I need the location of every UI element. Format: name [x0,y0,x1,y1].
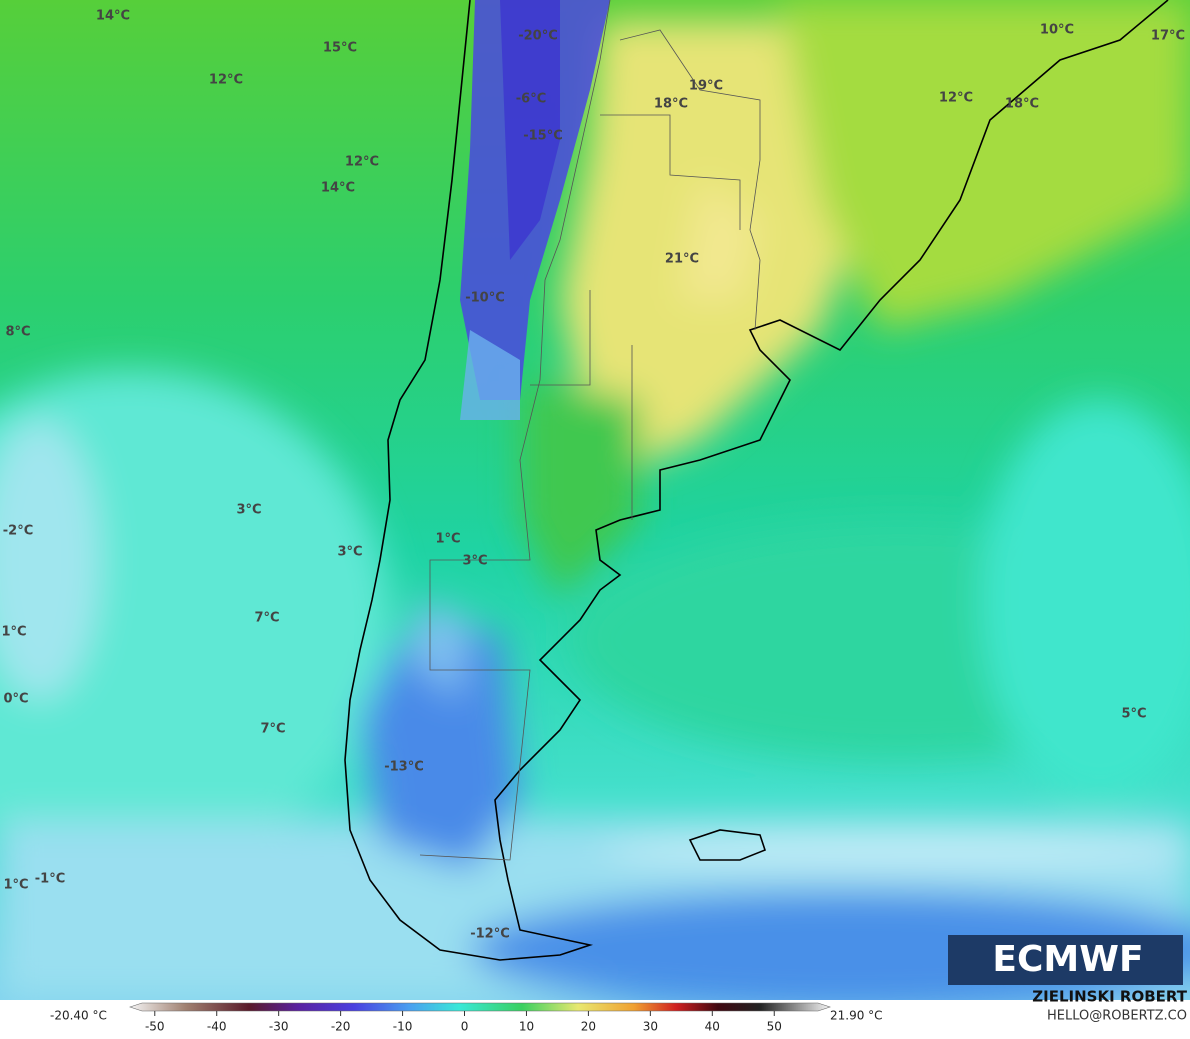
temperature-label: 1°C [435,532,460,547]
borders [419,0,761,861]
temperature-label: -1°C [35,872,65,887]
email: HELLO@ROBERTZ.CO [1047,1009,1187,1024]
colorbar-tick-label: 10 [519,1020,534,1034]
temperature-label: 1°C [3,878,28,893]
temperature-label: -20°C [518,29,558,44]
temperature-label: 14°C [321,181,355,196]
temperature-label: 10°C [1040,23,1074,38]
colorbar-tick-label: 20 [581,1020,596,1034]
temperature-label: 12°C [939,91,973,106]
temperature-label: 15°C [323,41,357,56]
colorbar [129,1002,831,1012]
author: ZIELINSKI ROBERT [1032,988,1187,1006]
temperature-label: 18°C [654,97,688,112]
colorbar-tick-label: -30 [269,1020,289,1034]
temperature-label: 5°C [1121,707,1146,722]
colorbar-tick-label: 50 [767,1020,782,1034]
temperature-label: 7°C [260,722,285,737]
temperature-label: 3°C [337,545,362,560]
temperature-label: -12°C [470,927,510,942]
colorbar-tick-label: 0 [461,1020,469,1034]
temperature-label: -10°C [465,291,505,306]
temperature-label: 8°C [5,325,30,340]
temperature-label: 1°C [1,625,26,640]
colorbar-tick-label: -40 [207,1020,227,1034]
logo: ECMWF [992,939,1143,980]
temperature-label: -6°C [516,92,546,107]
colorbar-tick-label: 40 [705,1020,720,1034]
temperature-label: 14°C [96,9,130,24]
temperature-label: 21°C [665,252,699,267]
coastline [344,0,1169,961]
temperature-label: -13°C [384,760,424,775]
temperature-label: -15°C [523,129,563,144]
temperature-label: 18°C [1005,97,1039,112]
colorbar-tick-label: -10 [393,1020,413,1034]
temperature-label: 12°C [345,155,379,170]
logo-box [948,935,1183,985]
temperature-label: -2°C [3,524,33,539]
temperature-label: 3°C [462,554,487,569]
colorbar-tick-label: 30 [643,1020,658,1034]
colorbar-tick-label: -50 [145,1020,165,1034]
min-label: -20.40 °C [50,1009,107,1023]
colorbar-tick-label: -20 [331,1020,351,1034]
temperature-label: 19°C [689,79,723,94]
temperature-label: 12°C [209,73,243,88]
temperature-label: 7°C [254,611,279,626]
temperature-label: 3°C [236,503,261,518]
temperature-label: 0°C [3,692,28,707]
max-label: 21.90 °C [830,1009,883,1023]
temperature-field [0,0,1190,1010]
temperature-label: 17°C [1151,29,1185,44]
